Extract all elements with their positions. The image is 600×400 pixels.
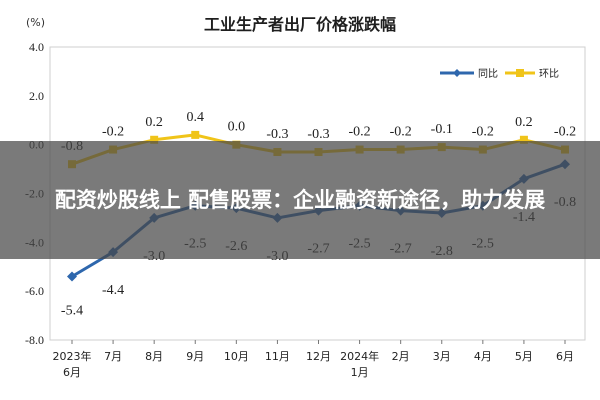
mom-data-label: -0.2 [348,125,370,140]
x-tick-label: 9月 [186,350,204,363]
y-tick-label: 2.0 [29,89,44,103]
legend-yoy-marker [453,69,461,77]
yoy-data-label: -5.4 [61,304,83,319]
mom-data-label: 0.4 [187,110,205,125]
x-tick-label: 12月 [306,350,331,363]
x-tick-label: 7月 [104,350,122,363]
x-tick-label: 10月 [224,350,249,363]
legend-yoy-label: 同比 [478,68,498,80]
y-tick-label: 4.0 [29,40,44,54]
legend-mom-marker [516,69,524,77]
x-tick-label: 8月 [145,350,163,363]
x-tick-label: 3月 [433,350,451,363]
mom-data-point [150,135,159,144]
x-tick-label: 2023年 [53,349,92,363]
y-tick-label: -8.0 [25,333,44,347]
y-tick-label: -6.0 [25,284,44,298]
yoy-data-point [67,271,77,282]
mom-data-label: -0.2 [102,125,124,140]
mom-data-label: -0.2 [472,125,494,140]
x-tick-label: 11月 [265,350,290,363]
x-tick-label: 6月 [63,366,81,379]
x-tick-label: 5月 [515,350,533,363]
x-tick-label: 4月 [474,350,492,363]
chart-title: 工业生产者出厂价格涨跌幅 [204,15,396,34]
mom-data-label: 0.0 [228,120,246,135]
mom-data-label: -0.2 [554,125,576,140]
yoy-data-label: -4.4 [102,283,124,298]
mom-data-point [191,130,200,139]
x-tick-label: 1月 [351,366,369,379]
mom-data-label: -0.3 [266,127,288,142]
x-tick-label: 6月 [556,350,574,363]
mom-data-label: 0.2 [515,115,533,130]
mom-data-label: 0.2 [145,115,163,130]
y-axis-unit: (%) [26,16,45,29]
mom-data-label: -0.3 [307,127,329,142]
x-tick-label: 2024年 [340,349,379,363]
mom-data-point [519,135,528,144]
mom-data-label: -0.1 [431,122,453,137]
legend-mom-label: 环比 [539,68,559,80]
x-tick-label: 2月 [392,350,410,363]
headline-text: 配资炒股线上 配售股票：企业融资新途径，助力发展 [54,188,546,212]
headline-banner: 配资炒股线上 配售股票：企业融资新途径，助力发展 [0,141,600,259]
mom-data-label: -0.2 [390,125,412,140]
